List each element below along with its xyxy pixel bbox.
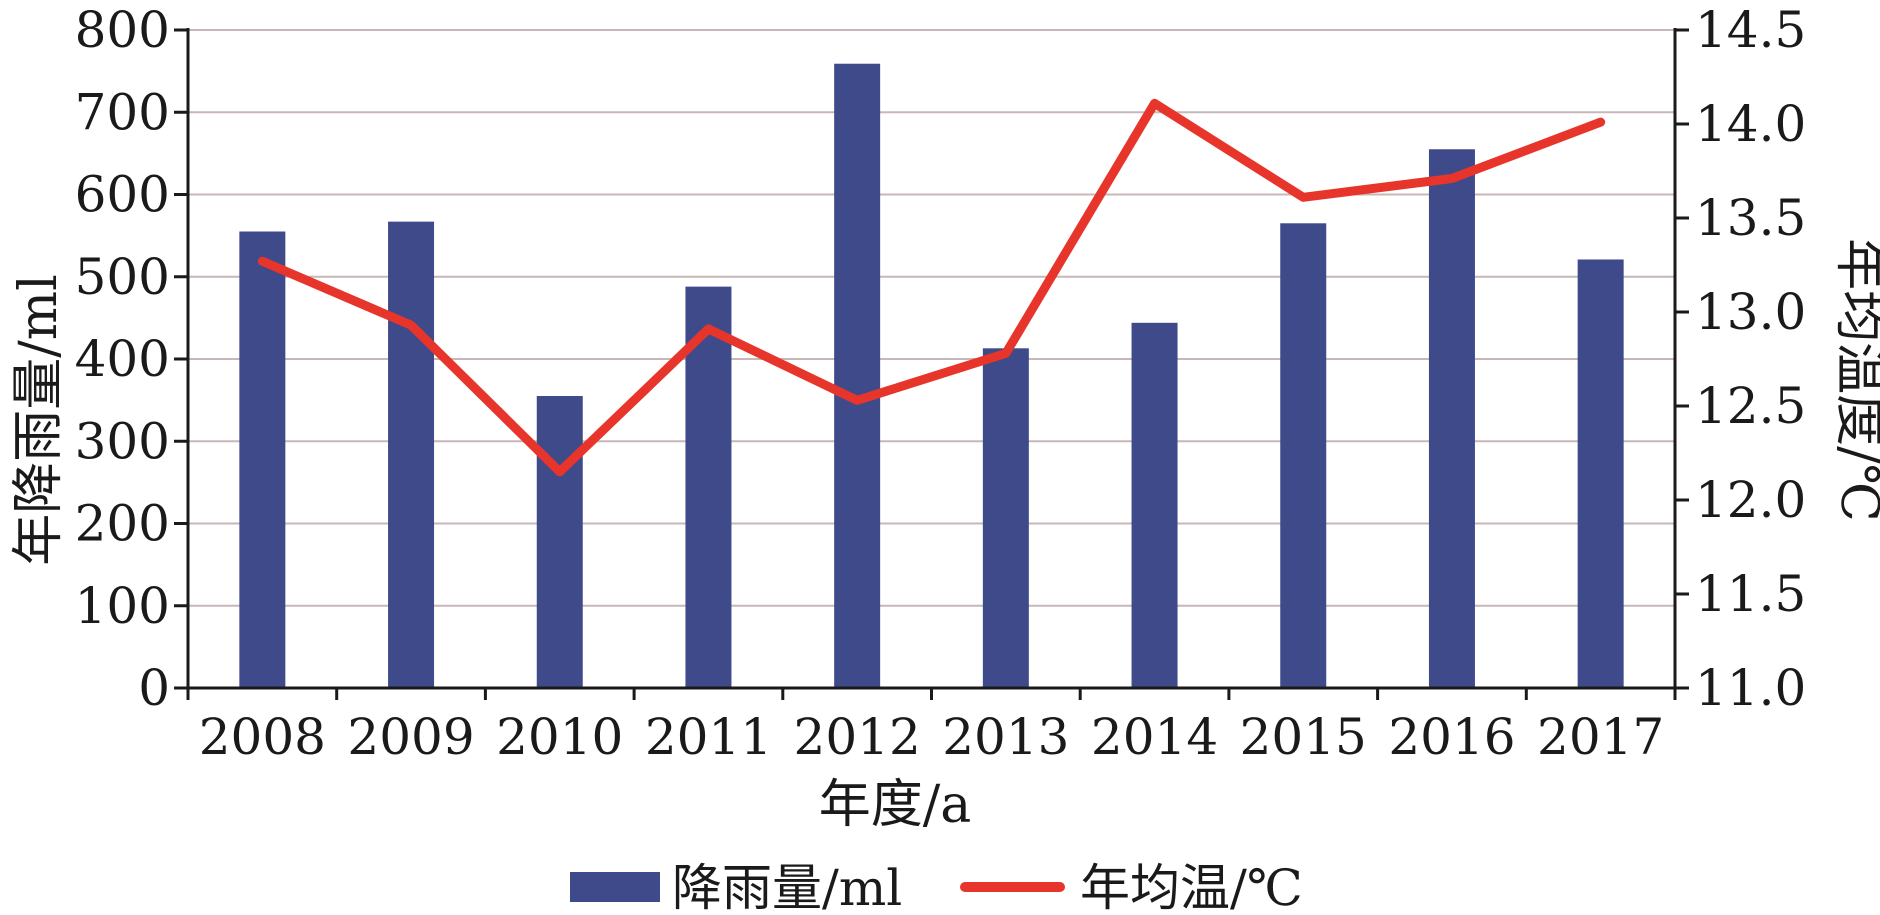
right-tick-label: 13.0 (1695, 283, 1806, 341)
line-series (257, 98, 1606, 477)
left-tick-label: 300 (75, 412, 170, 470)
right-tick-label: 14.0 (1695, 95, 1806, 153)
bar-2015 (1280, 223, 1327, 688)
right-tick-labels: 11.0 11.5 12.0 12.5 13.0 13.5 14.0 14.5 (1695, 1, 1806, 717)
x-tick-label-2011: 2011 (645, 708, 772, 766)
axes (174, 28, 1689, 700)
x-tick-label-2012: 2012 (794, 708, 921, 766)
bar-2009 (388, 221, 435, 688)
x-tick-label-2016: 2016 (1388, 708, 1515, 766)
bar-2010 (536, 396, 583, 688)
left-tick-label: 200 (75, 495, 170, 553)
x-tick-label-2014: 2014 (1091, 708, 1218, 766)
legend-swatch-bar (570, 872, 660, 902)
x-tick-label-2008: 2008 (199, 708, 326, 766)
legend-label-bar: 降雨量/ml (672, 859, 902, 915)
y-axis-title: 年降雨量/ml (9, 274, 69, 565)
bar-2008 (239, 231, 286, 688)
left-tick-label: 500 (75, 248, 170, 306)
x-tick-label-2017: 2017 (1537, 708, 1664, 766)
right-tick-label: 14.5 (1695, 1, 1806, 59)
left-tick-label: 700 (75, 83, 170, 141)
right-tick-label: 13.5 (1695, 189, 1806, 247)
x-tick-label-2015: 2015 (1240, 708, 1367, 766)
bar-2017 (1577, 259, 1624, 688)
x-tick-label-2013: 2013 (942, 708, 1069, 766)
gridlines (188, 29, 1675, 607)
right-tick-label: 12.5 (1695, 377, 1806, 435)
bar-2012 (834, 63, 881, 689)
left-tick-label: 0 (138, 659, 170, 717)
bar-2011 (685, 286, 732, 688)
y2-axis-title: 年均温度/℃ (1829, 238, 1880, 522)
left-tick-label: 100 (75, 577, 170, 635)
x-tick-labels: 2008 2009 2010 2011 2012 2013 2014 2015 2016 2017 (199, 708, 1665, 766)
temperature-line (257, 98, 1606, 477)
legend-label-line: 年均温/℃ (1080, 859, 1303, 915)
bar-2014 (1131, 322, 1178, 688)
legend: 降雨量/ml 年均温/℃ (570, 859, 1303, 915)
bar-2016 (1428, 149, 1475, 688)
right-tick-label: 12.0 (1695, 471, 1806, 529)
left-tick-label: 800 (75, 1, 170, 59)
left-tick-label: 600 (75, 166, 170, 224)
right-tick-label: 11.5 (1695, 565, 1806, 623)
x-tick-label-2010: 2010 (496, 708, 623, 766)
x-axis-title: 年度/a (819, 775, 972, 835)
bar-2013 (982, 348, 1029, 688)
x-tick-label-2009: 2009 (347, 708, 474, 766)
left-tick-labels: 0 100 200 300 400 500 600 700 800 (75, 1, 170, 717)
left-tick-label: 400 (75, 330, 170, 388)
bar-series (239, 63, 1624, 689)
right-tick-label: 11.0 (1695, 659, 1806, 717)
